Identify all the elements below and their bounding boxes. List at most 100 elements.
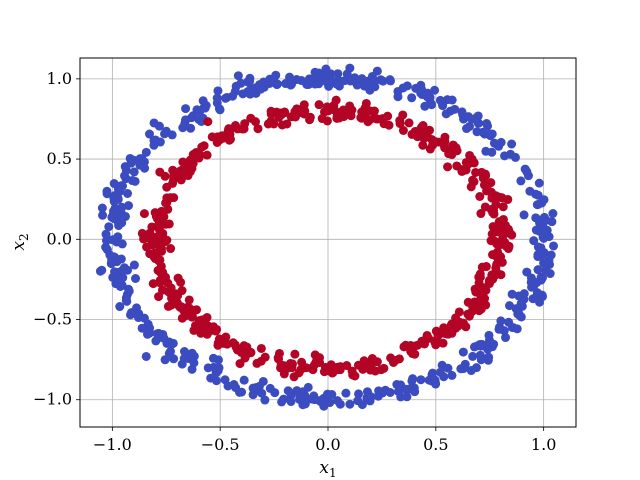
- outer-ring-point: [428, 368, 438, 378]
- inner-ring-point: [175, 166, 185, 176]
- inner-ring-point: [425, 144, 435, 154]
- outer-ring-point: [447, 370, 457, 380]
- outer-ring-point: [447, 95, 457, 105]
- inner-ring-point: [168, 165, 178, 175]
- inner-ring-point: [463, 159, 473, 169]
- outer-ring-point: [151, 336, 161, 346]
- outer-ring-point: [323, 77, 333, 87]
- inner-ring-point: [173, 273, 183, 283]
- x-tick-label: −0.5: [201, 435, 240, 454]
- outer-ring-point: [363, 76, 373, 86]
- inner-ring-point: [413, 340, 423, 350]
- outer-ring-point: [536, 243, 546, 253]
- outer-ring-point: [115, 302, 125, 312]
- outer-ring-point: [129, 167, 139, 177]
- outer-ring-point: [164, 337, 174, 347]
- outer-ring-point: [430, 85, 440, 95]
- inner-ring-point: [433, 331, 443, 341]
- inner-ring-point: [290, 349, 300, 359]
- inner-ring-point: [463, 297, 473, 307]
- outer-ring-point: [108, 235, 118, 245]
- outer-ring-point: [417, 90, 427, 100]
- inner-ring-point: [196, 328, 206, 338]
- outer-ring-point: [477, 353, 487, 363]
- outer-ring-point: [260, 395, 270, 405]
- outer-ring-point: [127, 176, 137, 186]
- outer-ring-point: [243, 77, 253, 87]
- outer-ring-point: [443, 363, 453, 373]
- outer-ring-point: [458, 364, 468, 374]
- outer-ring-point: [529, 236, 539, 246]
- inner-ring-point: [333, 362, 343, 372]
- inner-ring-point: [481, 262, 491, 272]
- inner-ring-point: [139, 209, 149, 219]
- outer-ring-point: [238, 89, 248, 99]
- inner-ring-point: [166, 244, 176, 254]
- inner-ring-point: [463, 309, 473, 319]
- outer-ring-point: [131, 274, 141, 283]
- inner-ring-point: [410, 349, 420, 359]
- inner-ring-point: [195, 150, 205, 160]
- outer-ring-point: [236, 78, 246, 88]
- outer-ring-point: [431, 379, 441, 389]
- outer-ring-point: [145, 129, 154, 139]
- inner-ring-point: [418, 140, 428, 150]
- outer-ring-point: [161, 126, 171, 136]
- inner-ring-point: [161, 198, 171, 208]
- outer-ring-point: [286, 397, 296, 407]
- outer-ring-point: [494, 324, 504, 334]
- outer-ring-point: [466, 366, 476, 376]
- outer-ring-point: [354, 389, 364, 399]
- outer-ring-point: [135, 160, 145, 170]
- outer-ring-point: [376, 75, 386, 85]
- inner-ring-point: [322, 102, 332, 112]
- outer-ring-point: [115, 186, 125, 196]
- inner-ring-point: [252, 358, 262, 368]
- inner-ring-point: [276, 360, 286, 370]
- outer-ring-point: [472, 127, 482, 137]
- inner-ring-point: [365, 365, 375, 375]
- outer-ring-point: [549, 241, 559, 251]
- outer-ring-point: [462, 124, 472, 134]
- y-axis-label: x2: [9, 233, 31, 250]
- outer-ring-point: [129, 260, 139, 270]
- outer-ring-point: [348, 76, 358, 86]
- inner-ring-point: [166, 300, 176, 310]
- inner-ring-point: [233, 124, 243, 134]
- outer-ring-point: [122, 290, 132, 300]
- outer-ring-point: [109, 196, 119, 206]
- outer-ring-point: [445, 106, 455, 116]
- outer-ring-point: [129, 155, 139, 165]
- inner-ring-point: [451, 143, 461, 153]
- outer-ring-point: [123, 265, 133, 275]
- outer-ring-point: [489, 339, 499, 349]
- outer-ring-point: [485, 129, 495, 139]
- outer-ring-point: [533, 265, 543, 275]
- inner-ring-point: [425, 125, 435, 135]
- inner-ring-point: [203, 117, 213, 127]
- inner-ring-point: [357, 113, 367, 123]
- inner-ring-point: [188, 150, 198, 160]
- inner-ring-point: [430, 337, 440, 347]
- inner-ring-point: [225, 134, 235, 144]
- inner-ring-point: [455, 317, 465, 327]
- outer-ring-point: [286, 80, 296, 90]
- inner-ring-point: [311, 357, 321, 367]
- outer-ring-point: [467, 114, 477, 124]
- inner-ring-point: [365, 106, 375, 116]
- inner-ring-point: [476, 209, 486, 219]
- outer-ring-point: [104, 222, 114, 232]
- inner-ring-point: [150, 254, 160, 264]
- outer-ring-point: [476, 341, 486, 351]
- inner-ring-point: [163, 278, 173, 288]
- outer-ring-point: [326, 69, 336, 79]
- inner-ring-point: [342, 361, 352, 371]
- inner-ring-point: [461, 322, 471, 332]
- outer-ring-point: [200, 103, 210, 113]
- outer-ring-point: [181, 104, 191, 114]
- outer-ring-point: [487, 147, 497, 157]
- inner-ring-point: [176, 175, 186, 185]
- outer-ring-point: [117, 239, 127, 249]
- outer-ring-point: [514, 291, 524, 301]
